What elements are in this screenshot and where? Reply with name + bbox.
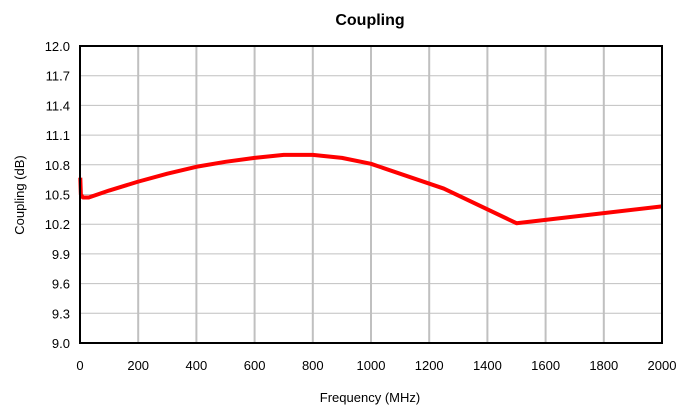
y-tick-label: 11.4	[46, 98, 70, 113]
x-tick-label: 0	[76, 358, 83, 373]
y-tick-label: 9.0	[52, 336, 70, 351]
x-tick-label: 1200	[415, 358, 444, 373]
y-tick-label: 11.7	[46, 69, 70, 84]
x-tick-labels: 0 200 400 600 800 1000 1200 1400 1600 1800 2000	[76, 358, 676, 373]
x-tick-label: 1400	[473, 358, 502, 373]
y-tick-label: 12.0	[45, 39, 70, 54]
grid	[80, 46, 662, 343]
x-tick-label: 1000	[357, 358, 386, 373]
x-tick-label: 2000	[648, 358, 677, 373]
x-axis-label: Frequency (MHz)	[320, 390, 420, 405]
chart-title: Coupling	[335, 12, 404, 29]
y-tick-label: 9.3	[52, 306, 70, 321]
y-tick-label: 10.2	[45, 217, 70, 232]
y-tick-label: 11.1	[46, 128, 70, 143]
series-group	[78, 152, 663, 226]
x-tick-label: 600	[244, 358, 266, 373]
y-tick-label: 10.5	[45, 188, 70, 203]
x-tick-label: 1800	[589, 358, 618, 373]
plot-frame	[79, 45, 663, 344]
x-tick-label: 1600	[531, 358, 560, 373]
y-axis-label: Coupling (dB)	[12, 155, 27, 235]
y-tick-labels: 9.0 9.3 9.6 9.9 10.2 10.5 10.8 11.1 11.4 11.7 12.0	[45, 39, 70, 351]
x-tick-label: 800	[302, 358, 324, 373]
series-line	[78, 152, 663, 226]
x-tick-label: 200	[127, 358, 149, 373]
y-tick-label: 9.6	[52, 277, 70, 292]
y-tick-label: 9.9	[52, 247, 70, 262]
x-tick-label: 400	[186, 358, 208, 373]
y-tick-label: 10.8	[45, 158, 70, 173]
